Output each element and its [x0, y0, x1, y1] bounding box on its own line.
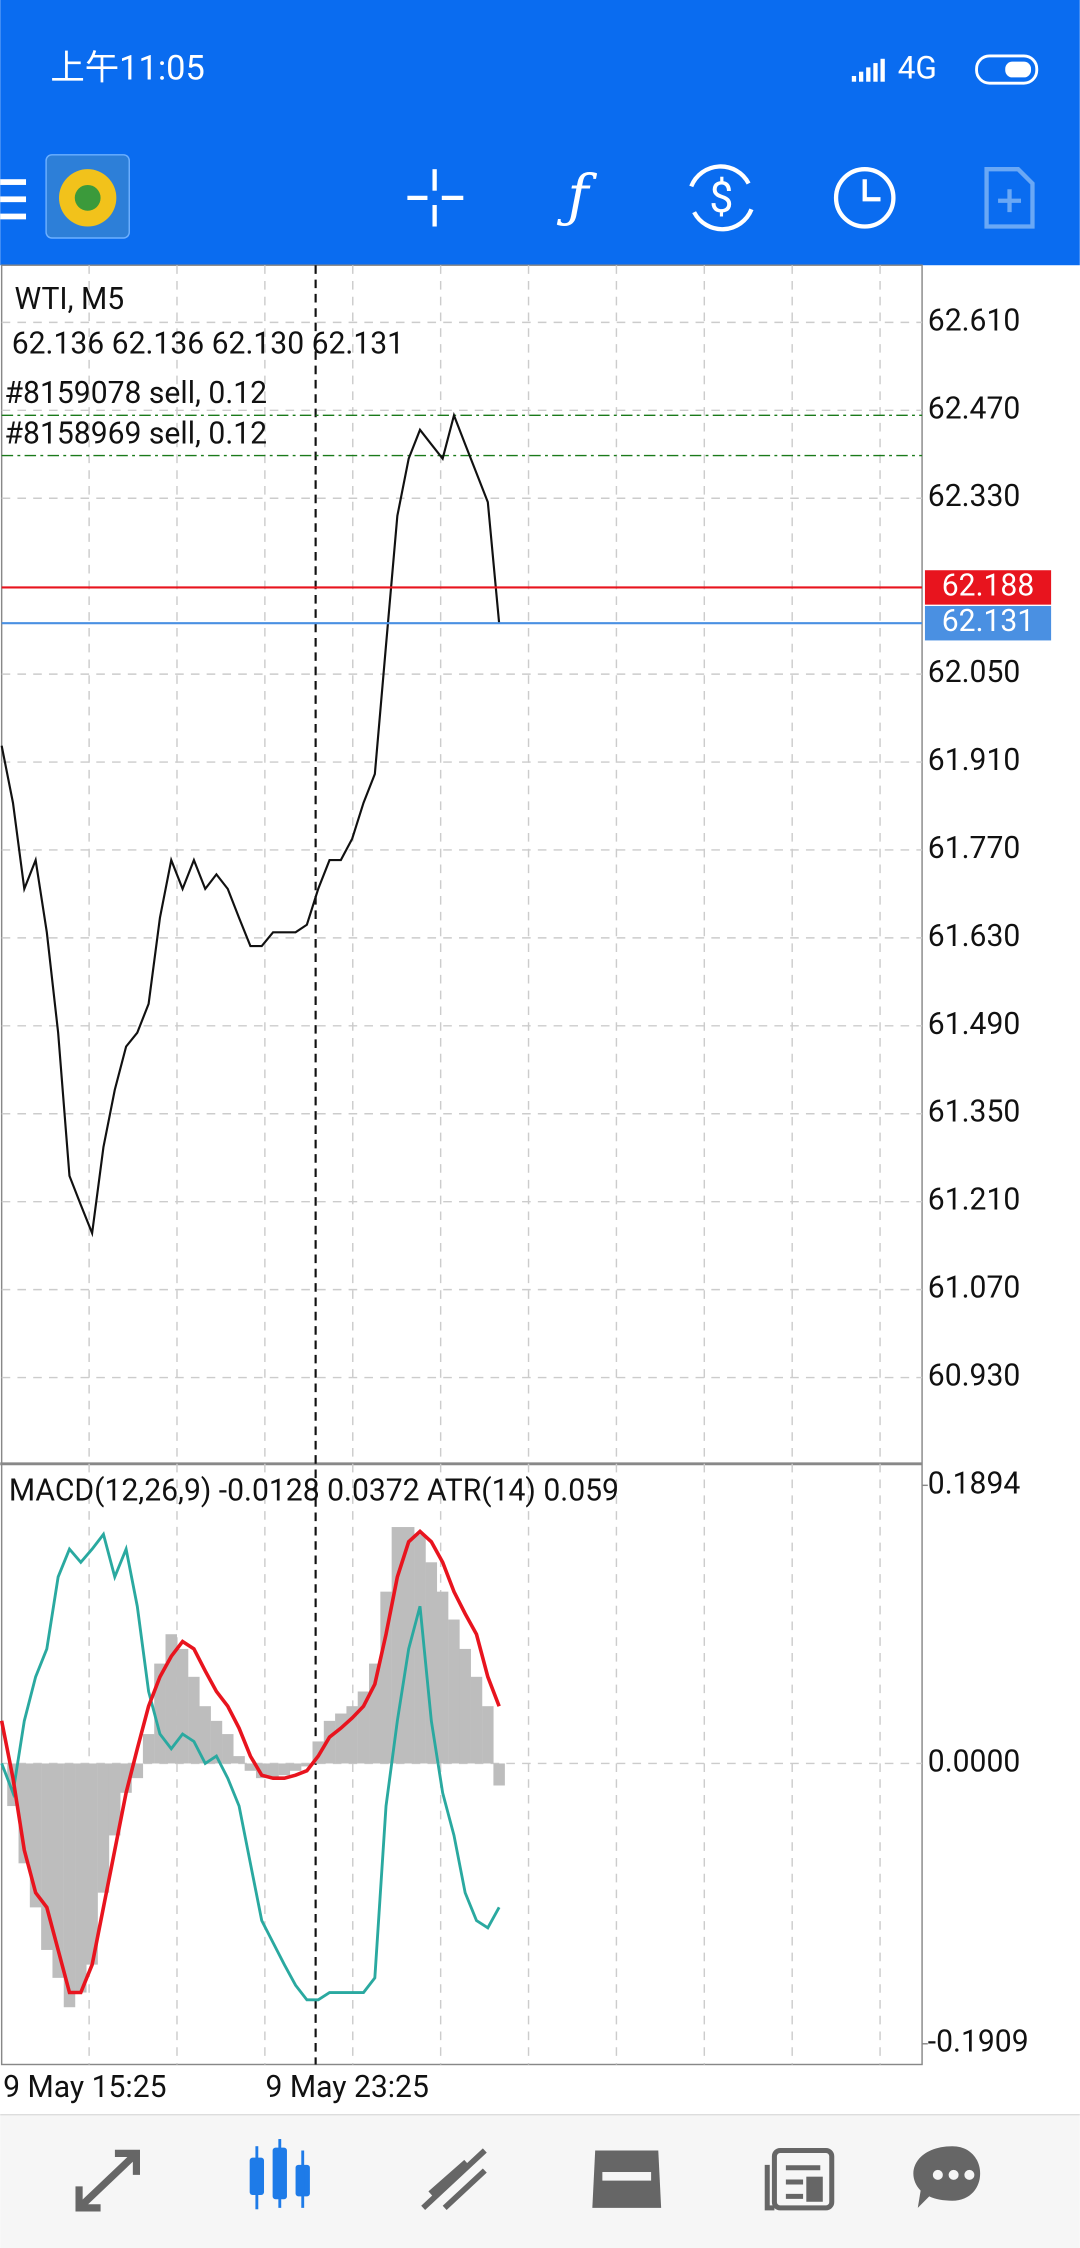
histogram-bar — [188, 1676, 200, 1764]
ohlc-label: 62.136 62.136 62.130 62.131 — [12, 326, 404, 361]
histogram-bar — [312, 1741, 324, 1764]
histogram-bar — [335, 1713, 347, 1764]
y-tick-label: -0.1909 — [928, 2025, 1029, 2060]
histogram-bar — [41, 1763, 53, 1950]
histogram-bar — [108, 1763, 121, 1836]
svg-text:$: $ — [709, 172, 733, 223]
y-tick-label: 61.350 — [928, 1095, 1021, 1130]
price-line — [0, 411, 501, 1238]
menu-button[interactable] — [0, 179, 27, 220]
histogram-bar — [301, 1763, 313, 1767]
chat-tab[interactable] — [913, 2146, 981, 2208]
new-order-button[interactable] — [984, 167, 1035, 229]
header-bg — [0, 0, 1080, 266]
atr-line — [0, 1531, 501, 2002]
histogram-bar — [131, 1763, 144, 1779]
histogram-bar — [470, 1676, 483, 1764]
bid-tag — [924, 570, 1052, 605]
histogram-bar — [154, 1663, 166, 1764]
y-tick-label: 61.630 — [928, 919, 1021, 954]
histogram-bar — [120, 1763, 132, 1793]
y-tick-label: 0.1894 — [928, 1466, 1021, 1501]
timeframe-button[interactable] — [833, 167, 896, 229]
bottom-nav — [0, 2114, 1080, 2248]
y-tick-label: 62.610 — [928, 303, 1021, 338]
histogram-bar — [459, 1648, 471, 1764]
histogram-bar — [52, 1763, 64, 1978]
y-tick-label: 61.210 — [928, 1183, 1021, 1218]
app-logo[interactable] — [45, 154, 130, 239]
histogram-bar — [75, 1763, 87, 1993]
histogram-bar — [425, 1562, 438, 1764]
histogram-bar — [357, 1691, 370, 1764]
battery-icon — [975, 54, 1039, 85]
network-type: 4G — [898, 50, 937, 87]
histogram-bar — [436, 1591, 449, 1764]
y-tick-label: 60.930 — [928, 1359, 1021, 1394]
chart-tab[interactable] — [249, 2139, 310, 2210]
y-tick-label: 62.050 — [928, 655, 1021, 690]
histogram-bar — [18, 1763, 31, 1864]
y-tick-label: 62.330 — [928, 479, 1021, 514]
histogram-bar — [165, 1634, 177, 1764]
y-tick-label: 61.910 — [928, 743, 1021, 778]
histogram-bar — [278, 1763, 291, 1776]
y-tick-label: 61.070 — [928, 1271, 1021, 1306]
order-label: #8159078 sell, 0.12 — [5, 376, 268, 411]
y-tick-label: 61.490 — [928, 1007, 1021, 1042]
histogram-bar — [414, 1534, 426, 1764]
ask-price: 62.131 — [942, 604, 1035, 639]
trade-button[interactable]: $ — [689, 164, 754, 232]
histogram-bar — [323, 1720, 336, 1764]
histogram-bar — [86, 1763, 98, 1965]
macd-label: MACD(12,26,9) -0.0128 0.0372 ATR(14) 0.0… — [9, 1473, 619, 1508]
histogram-bar — [255, 1763, 268, 1779]
signal-icon — [851, 58, 885, 82]
trade-tab[interactable] — [421, 2148, 487, 2210]
status-time: 上午11:05 — [50, 48, 204, 88]
chart-frame — [0, 264, 923, 2066]
histogram-bar — [97, 1763, 110, 1893]
y-tick-label: 62.470 — [928, 391, 1021, 426]
history-tab[interactable] — [592, 2150, 662, 2208]
histogram-bar — [448, 1619, 460, 1764]
signal-line — [0, 1529, 501, 1995]
y-tick-label: 61.770 — [928, 831, 1021, 866]
histogram-bar — [244, 1763, 257, 1771]
y-tick-label: 0.0000 — [928, 1744, 1021, 1779]
histogram-bar — [380, 1591, 392, 1764]
histogram-bar — [289, 1763, 302, 1771]
histogram-bar — [210, 1720, 223, 1764]
histogram-bar — [199, 1706, 211, 1764]
chart-area: WTI, M5 62.136 62.136 62.130 62.131 MACD… — [0, 264, 1052, 2105]
news-tab[interactable] — [764, 2148, 835, 2211]
histogram-bar — [29, 1763, 42, 1908]
histogram-bar — [493, 1763, 505, 1786]
histogram-bar — [369, 1663, 381, 1764]
histogram-bar — [63, 1763, 76, 2008]
histogram-bar — [482, 1706, 494, 1764]
order-label: #8158969 sell, 0.12 — [5, 416, 268, 451]
quotes-tab[interactable] — [75, 2149, 141, 2212]
bid-price: 62.188 — [942, 568, 1035, 603]
ask-tag — [924, 606, 1052, 641]
histogram-bar — [391, 1527, 404, 1764]
histogram-bar — [267, 1763, 279, 1779]
crosshair-button[interactable] — [407, 169, 464, 227]
histogram-bar — [176, 1648, 189, 1764]
histogram-bar — [222, 1734, 234, 1764]
time-label: 9 May 15:25 — [3, 2070, 166, 2105]
time-label: 9 May 23:25 — [265, 2070, 428, 2105]
histogram-bar — [142, 1734, 155, 1764]
symbol-label: WTI, M5 — [15, 282, 125, 317]
histogram-bar — [233, 1756, 245, 1764]
histogram-bar — [346, 1706, 358, 1764]
